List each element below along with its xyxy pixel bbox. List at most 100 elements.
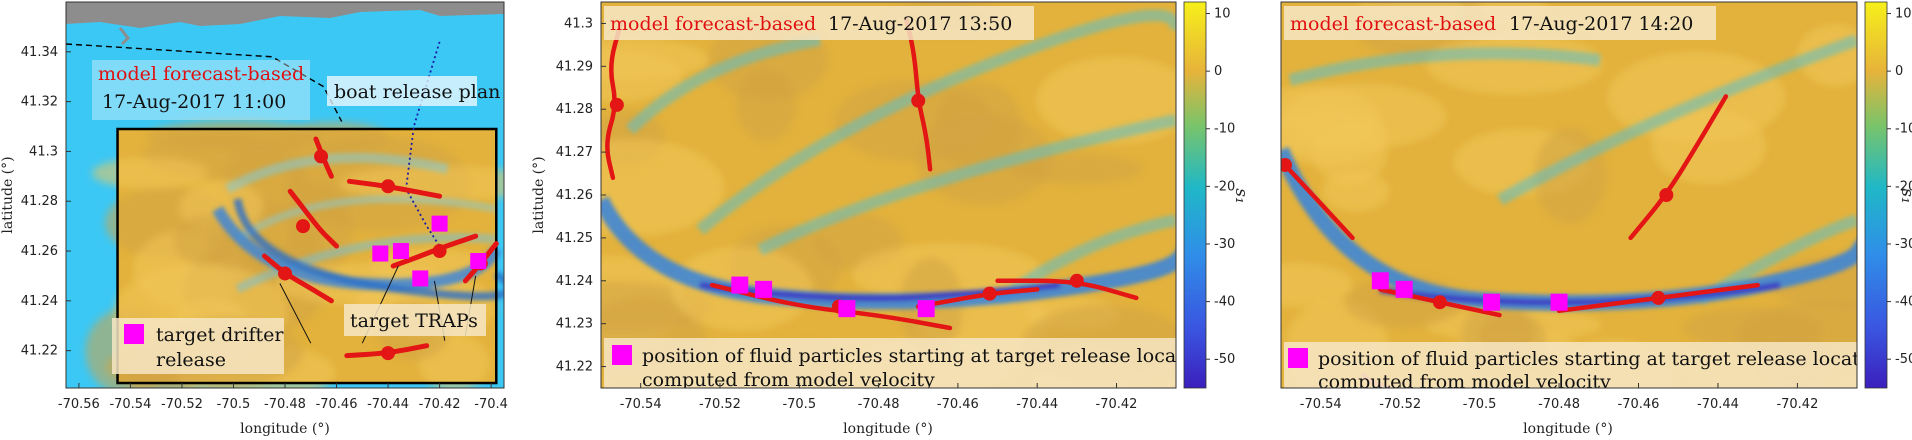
colorbar-tick-label: -30 [1895,237,1912,252]
y-tick-label: 41.29 [556,59,593,74]
x-tick-label: -70.5 [782,397,816,412]
marker-square [470,252,487,269]
x-tick-labels: -70.56 -70.54 -70.52 -70.5 -70.48 -70.46 -70.4… [58,383,508,412]
x-tick-label: -70.44 [367,397,409,412]
marker-square [1550,293,1568,311]
field-blob [92,157,209,189]
trap-curve [1628,94,1729,241]
field-blob [1425,33,1604,95]
panel-forecast-1420: model forecast-based 17-Aug-2017 14:20 p… [1280,1,1912,437]
y-tick-labels: 41.22 41.23 41.24 41.25 41.26 41.27 41.28 41.29… [556,16,606,375]
pointer-line [279,283,312,344]
target-traps-label: target TRAPs [350,310,478,332]
trap-curve [390,233,479,269]
colorbar-tick-label: 10 [1214,7,1231,22]
y-tick-label: 41.26 [556,188,593,203]
field-blob [339,165,504,202]
y-tick-label: 41.25 [556,231,593,246]
colorbar [1183,1,1207,389]
y-tick-label: 41.3 [564,16,593,31]
marker-square [1395,280,1413,298]
x-tick-label: -70.52 [699,397,741,412]
legend-line1: position of fluid particles starting at … [642,345,1214,367]
x-tick-label: -70.56 [58,397,100,412]
marker-square [838,300,856,318]
title-box [604,6,1034,40]
trap-core [1432,295,1447,310]
trap-core [381,346,396,361]
trap-core [432,244,447,259]
panel-title-red: model forecast-based [1290,13,1496,35]
y-tick-label: 41.32 [21,95,58,110]
y-axis-label: latitude (°) [0,156,16,233]
ridge-light [696,9,1176,235]
x-tick-label: -70.5 [1463,397,1497,412]
colorbar-tick-label: -10 [1214,122,1235,137]
colorbar-tick-label: -50 [1214,352,1235,367]
marker-square [392,243,409,260]
trap-core [1281,157,1292,172]
ridge-light [1497,34,1857,206]
legend-marker [124,324,144,344]
x-tick-label: -70.54 [109,397,151,412]
title-box [1284,6,1716,40]
marker-square [372,245,389,262]
traps-overview [261,136,499,361]
traps-1420 [1281,94,1760,318]
marker-square [412,270,429,287]
trap-core [982,286,997,301]
colorbar-tick-label: -30 [1214,237,1235,252]
panel-title-date: 17-Aug-2017 11:00 [102,91,286,113]
y-tick-label: 41.26 [21,244,58,259]
legend-box [604,338,1176,388]
marker-square [1483,293,1501,311]
marker-square [917,300,935,318]
marker-square [1371,272,1389,290]
y-tick-label: 41.23 [556,317,593,332]
marker-square [755,280,773,298]
ridge-light [757,114,1176,256]
field-blob [735,67,797,142]
trap-core [911,93,926,108]
field-blob [933,81,1023,174]
colorbar-tick-label: -40 [1895,295,1912,310]
y-tick-label: 41.27 [556,145,593,160]
legend-line1: target drifter [156,324,284,346]
x-tick-label: -70.42 [419,397,461,412]
colorbar-label: s₁ [1231,188,1251,204]
land-coastline [66,2,504,28]
field-blob [1281,84,1447,149]
ridge-light [625,34,821,135]
trap-core [381,179,396,194]
x-tick-label: -70.48 [264,397,306,412]
axes-frame [1280,1,1858,389]
colorbar-ticks: 10 0 -10 -20 -30 -40 -50 [1206,7,1235,367]
boat-release-label: boat release plan [334,81,500,103]
panel-title-red: model forecast-based [98,63,304,85]
colorbar-ticks: 10 0 -10 -20 -30 -40 -50 [1887,7,1912,367]
x-tick-label: -70.42 [1096,397,1138,412]
x-tick-label: -70.4 [474,397,508,412]
trap-curve [1282,162,1355,241]
boat-label-box [327,76,477,106]
field-blob [601,139,725,236]
field-blob [601,38,709,80]
trap-core [1659,188,1674,202]
trap-curve [287,188,339,249]
particle-markers [731,276,935,318]
y-tick-label: 41.22 [21,344,58,359]
field-blob [146,120,323,152]
trap-core [278,266,292,281]
x-axis-label: longitude (°) [1523,421,1613,437]
y-tick-label: 41.28 [21,194,58,209]
y-tick-label: 41.24 [21,294,58,309]
legend-marker [612,345,632,365]
marker-square [731,276,749,294]
x-tick-label: -70.54 [1300,397,1342,412]
y-tick-label: 41.24 [556,274,593,289]
y-tick-label: 41.34 [21,45,58,60]
x-tick-labels: -70.54 -70.52 -70.5 -70.48 -70.46 -70.44 -70.4… [1300,383,1818,412]
ridge [235,233,497,294]
x-tick-label: -70.54 [620,397,662,412]
colorbar-tick-label: -20 [1214,179,1235,194]
